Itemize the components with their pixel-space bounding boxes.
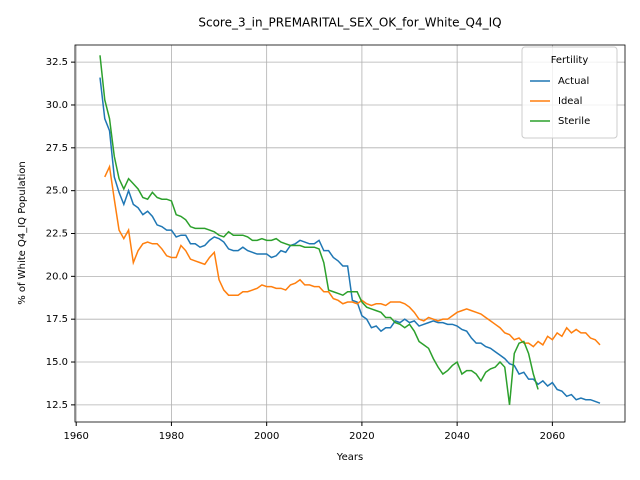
series-line <box>104 164 601 348</box>
series-line <box>99 55 539 405</box>
y-tick-label: 22.5 <box>46 229 68 240</box>
y-tick-label: 20.0 <box>46 271 68 282</box>
y-axis-label: % of White Q4_IQ Population <box>17 161 28 305</box>
y-tick-label: 15.0 <box>46 357 68 368</box>
legend-label: Actual <box>558 76 589 87</box>
series-line <box>99 77 601 404</box>
y-tick-label: 32.5 <box>46 57 68 68</box>
chart-title: Score_3_in_PREMARITAL_SEX_OK_for_White_Q… <box>198 16 501 30</box>
plot-frame <box>74 44 626 423</box>
x-tick-label: 2060 <box>540 431 565 442</box>
legend-title: Fertility <box>551 55 589 66</box>
legend-label: Sterile <box>558 116 590 127</box>
y-tick-label: 12.5 <box>46 400 68 411</box>
legend-label: Ideal <box>558 96 582 107</box>
x-axis-label: Years <box>336 452 363 463</box>
y-tick-label: 25.0 <box>46 186 68 197</box>
y-tick-label: 30.0 <box>46 100 68 111</box>
x-tick-label: 2040 <box>444 431 469 442</box>
y-tick-label: 17.5 <box>46 314 68 325</box>
x-tick-label: 1960 <box>63 431 88 442</box>
x-tick-label: 2020 <box>349 431 374 442</box>
legend-box <box>521 46 618 139</box>
x-tick-label: 2000 <box>254 431 279 442</box>
x-tick-label: 1980 <box>159 431 184 442</box>
y-tick-label: 27.5 <box>46 143 68 154</box>
